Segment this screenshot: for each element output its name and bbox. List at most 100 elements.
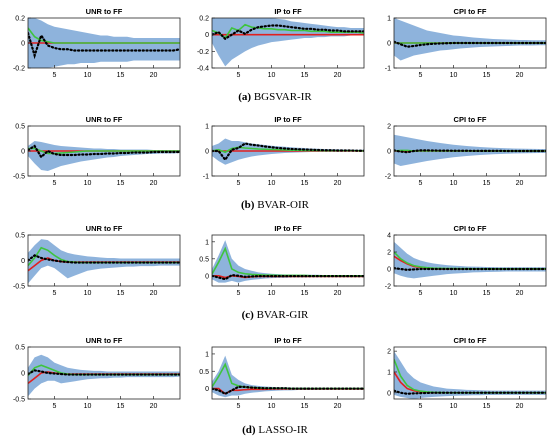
- dotted-line: [212, 385, 364, 396]
- dotted-line: [212, 142, 364, 162]
- x-tick-label: 20: [516, 403, 524, 410]
- plot-area: [394, 134, 546, 166]
- x-tick-label: 10: [450, 290, 458, 297]
- y-tick-label: 4: [387, 233, 391, 240]
- y-tick-label: 1: [205, 351, 209, 358]
- plot-area: [394, 351, 546, 399]
- axes-frame: [211, 234, 365, 287]
- credible-band: [212, 18, 364, 67]
- dotted-line: [212, 24, 364, 41]
- x-tick-label: 10: [450, 72, 458, 79]
- green-line: [28, 27, 180, 44]
- dotted-line: [28, 369, 180, 376]
- caption-a: (a) BGSVAR-IR: [175, 91, 375, 103]
- y-tick-label: 0: [387, 390, 391, 397]
- x-tick-label: 15: [301, 290, 309, 297]
- y-tick-label: 0.5: [199, 369, 209, 376]
- panel-1: -0.4 -0.2 0 0.2 5 10 15 20 IP to FF: [197, 7, 365, 79]
- x-tick-label: 15: [483, 72, 491, 79]
- y-tick-label: 0: [387, 267, 391, 274]
- dotted-line: [394, 149, 546, 154]
- x-tick-label: 15: [301, 403, 309, 410]
- x-tick-label: 10: [450, 180, 458, 187]
- plot-area: [28, 354, 180, 397]
- y-tick-label: 0: [205, 32, 209, 39]
- plot-area: [28, 18, 180, 68]
- y-tick-label: 0: [387, 149, 391, 156]
- y-tick-label: 0.2: [199, 16, 209, 23]
- x-tick-label: 5: [52, 290, 56, 297]
- x-tick-label: 5: [236, 180, 240, 187]
- panel-title: CPI to FF: [454, 224, 487, 233]
- panel-title: CPI to FF: [454, 115, 487, 124]
- panel-9: -0.5 0 0.5 5 10 15 20 UNR to FF: [13, 336, 181, 410]
- x-tick-label: 5: [236, 72, 240, 79]
- y-tick-label: -1: [203, 174, 209, 181]
- x-tick-label: 10: [84, 180, 92, 187]
- plot-area: [394, 18, 546, 61]
- panel-0: -0.2 0 0.2 5 10 15 20 UNR to FF: [13, 7, 181, 79]
- x-tick-label: 15: [117, 403, 125, 410]
- y-tick-label: 1: [387, 369, 391, 376]
- caption-b-label: (b): [241, 199, 255, 211]
- x-tick-label: 20: [334, 72, 342, 79]
- y-tick-label: -0.5: [13, 397, 25, 404]
- dotted-line: [28, 254, 180, 264]
- credible-band: [394, 18, 546, 61]
- x-tick-label: 15: [117, 72, 125, 79]
- green-line: [212, 362, 364, 390]
- x-tick-label: 20: [150, 180, 158, 187]
- caption-b-text: BVAR-OIR: [257, 199, 309, 211]
- y-tick-label: 0: [21, 149, 25, 156]
- x-tick-label: 5: [418, 72, 422, 79]
- x-tick-label: 10: [268, 403, 276, 410]
- x-tick-label: 15: [117, 290, 125, 297]
- x-tick-label: 20: [334, 403, 342, 410]
- x-tick-label: 10: [268, 290, 276, 297]
- x-tick-label: 5: [52, 72, 56, 79]
- plot-area: [394, 241, 546, 279]
- x-tick-label: 15: [483, 290, 491, 297]
- credible-band: [394, 241, 546, 279]
- caption-c-label: (c): [241, 309, 254, 321]
- x-tick-label: 5: [236, 290, 240, 297]
- y-tick-label: 0.5: [15, 345, 25, 352]
- x-tick-label: 20: [516, 180, 524, 187]
- axes-frame: [211, 346, 365, 400]
- y-tick-label: 0.2: [15, 16, 25, 23]
- caption-b: (b) BVAR-OIR: [175, 199, 375, 211]
- axes-frame: [393, 234, 547, 287]
- y-tick-label: 0: [21, 41, 25, 48]
- dotted-line: [28, 31, 180, 60]
- y-tick-label: 2: [387, 250, 391, 257]
- dotted-line: [394, 267, 546, 271]
- x-tick-label: 5: [418, 290, 422, 297]
- x-tick-label: 10: [84, 403, 92, 410]
- panel-title: CPI to FF: [454, 336, 487, 345]
- plot-area: [28, 239, 180, 284]
- y-tick-label: -0.5: [13, 284, 25, 291]
- x-tick-label: 10: [268, 72, 276, 79]
- caption-d-text: LASSO-IR: [258, 424, 308, 436]
- x-tick-label: 15: [483, 403, 491, 410]
- plot-area: [28, 141, 180, 171]
- panel-title: UNR to FF: [86, 7, 123, 16]
- y-tick-label: 1: [387, 16, 391, 23]
- y-tick-label: -1: [385, 66, 391, 73]
- x-tick-label: 20: [334, 290, 342, 297]
- x-tick-label: 10: [268, 180, 276, 187]
- x-tick-label: 15: [483, 180, 491, 187]
- x-tick-label: 20: [150, 72, 158, 79]
- x-tick-label: 15: [301, 180, 309, 187]
- x-tick-label: 5: [236, 403, 240, 410]
- x-tick-label: 15: [301, 72, 309, 79]
- plot-area: [212, 240, 364, 283]
- panel-title: UNR to FF: [86, 336, 123, 345]
- y-tick-label: 0: [205, 386, 209, 393]
- y-tick-label: 0.5: [15, 233, 25, 240]
- dotted-line: [212, 273, 364, 281]
- y-tick-label: -2: [385, 284, 391, 291]
